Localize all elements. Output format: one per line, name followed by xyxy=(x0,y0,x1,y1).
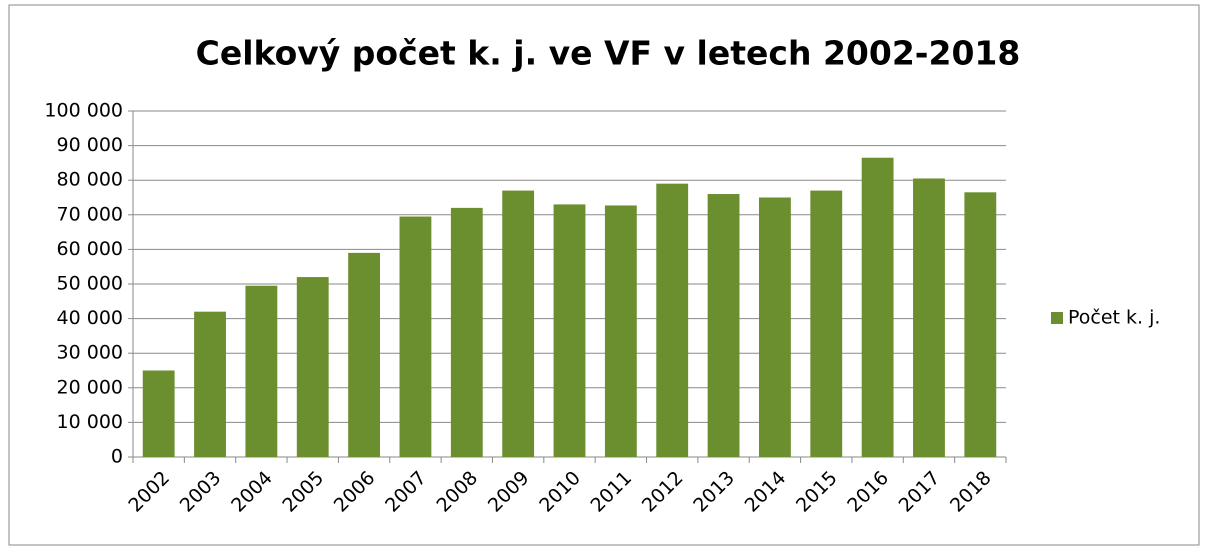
y-tick-label: 10 000 xyxy=(57,411,123,433)
legend-swatch xyxy=(1051,312,1063,324)
bar xyxy=(450,207,483,457)
bar xyxy=(245,285,278,457)
bar xyxy=(553,204,586,457)
bar xyxy=(913,178,945,457)
bar xyxy=(194,311,226,457)
bar xyxy=(502,190,535,457)
bar xyxy=(707,194,740,458)
y-tick-label: 50 000 xyxy=(57,273,123,295)
y-tick-label: 40 000 xyxy=(57,307,123,329)
y-tick-label: 20 000 xyxy=(57,376,123,398)
chart-border xyxy=(8,4,1200,546)
bar xyxy=(964,192,997,457)
legend-label: Počet k. j. xyxy=(1068,307,1160,329)
y-tick-label: 90 000 xyxy=(57,134,123,156)
bar xyxy=(604,205,637,457)
y-tick-label: 70 000 xyxy=(57,203,123,225)
y-tick-label: 30 000 xyxy=(57,342,123,364)
bar xyxy=(861,157,894,457)
bar xyxy=(348,252,381,457)
bar xyxy=(142,370,175,457)
bar xyxy=(656,183,689,457)
bar xyxy=(399,216,432,457)
y-tick-label: 0 xyxy=(111,446,123,468)
chart-title: Celkový počet k. j. ve VF v letech 2002-… xyxy=(196,34,1021,73)
y-tick-label: 80 000 xyxy=(57,169,123,191)
bar xyxy=(296,277,329,457)
y-tick-label: 100 000 xyxy=(44,100,123,122)
bar xyxy=(810,190,843,457)
bar xyxy=(758,197,791,457)
y-tick-label: 60 000 xyxy=(57,238,123,260)
